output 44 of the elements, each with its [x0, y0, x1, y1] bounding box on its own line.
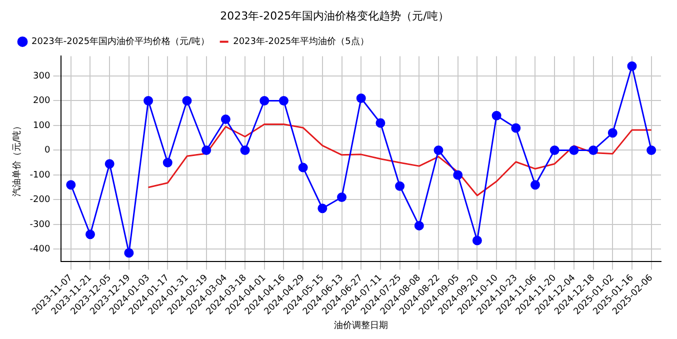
y-tick-label: 300 [33, 71, 50, 82]
legend-label: 2023年-2025年平均油价（5点） [233, 36, 369, 48]
point [414, 220, 424, 230]
point [472, 236, 482, 246]
y-tick-label: -400 [30, 244, 50, 255]
point [162, 158, 172, 168]
point [569, 145, 579, 155]
point [144, 96, 154, 106]
point [240, 145, 250, 155]
point [434, 145, 444, 155]
y-tick-label: 100 [33, 120, 50, 131]
point [318, 204, 328, 214]
point [646, 145, 656, 155]
point [260, 96, 270, 106]
point [124, 248, 134, 258]
point [588, 145, 598, 155]
point [376, 118, 386, 128]
point [298, 162, 308, 172]
y-tick-label: -300 [30, 220, 50, 230]
point [608, 128, 618, 138]
legend-label: 2023年-2025年国内油价平均价格（元/吨） [32, 36, 210, 48]
point [627, 61, 637, 71]
point [220, 114, 230, 124]
x-axis-title: 油价调整日期 [334, 320, 388, 331]
point [66, 180, 76, 190]
y-tick-label: -100 [30, 170, 50, 180]
point [202, 145, 212, 155]
point [85, 230, 95, 240]
point [278, 96, 288, 106]
point [453, 170, 463, 180]
point [337, 192, 347, 202]
y-axis-title: 汽油单价（元/吨） [12, 121, 23, 196]
y-tick-label: 0 [44, 146, 50, 156]
point [182, 96, 192, 106]
y-tick-label: 200 [33, 96, 50, 106]
point [511, 123, 521, 133]
point [104, 159, 114, 169]
y-tick-label: -200 [30, 195, 50, 206]
point [530, 180, 540, 190]
chart-title: 2023年-2025年国内油价格变化趋势（元/吨） [220, 9, 449, 22]
point [356, 94, 366, 104]
point [492, 110, 502, 120]
point [550, 145, 560, 155]
point [395, 181, 405, 191]
